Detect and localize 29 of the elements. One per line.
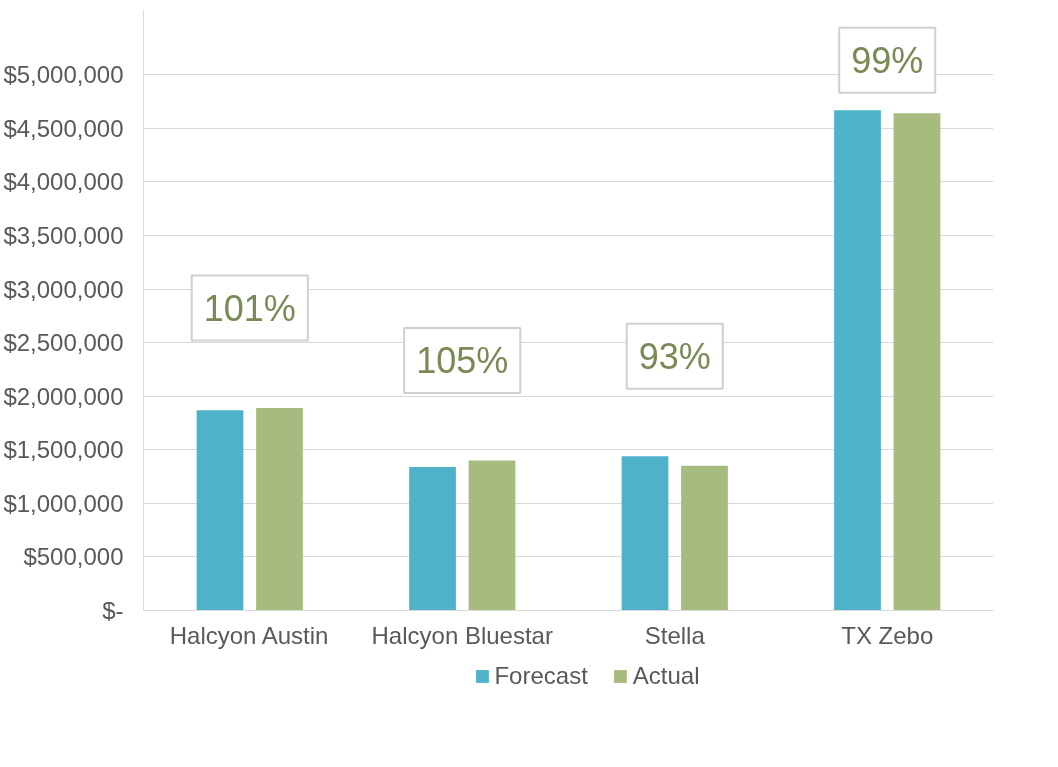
x-tick-label: Halcyon Austin	[169, 621, 329, 649]
y-tick-label: $3,000,000	[3, 275, 124, 303]
bar	[681, 465, 728, 611]
legend-label: Actual	[632, 662, 700, 690]
x-tick-label: TX Zebo	[841, 621, 934, 649]
annotation: 93%	[638, 335, 711, 377]
y-tick-label: $4,000,000	[3, 168, 124, 196]
x-tick-label: Stella	[644, 621, 706, 649]
y-tick-label: $2,000,000	[3, 382, 124, 410]
annotation: 99%	[851, 39, 924, 81]
annotation: 105%	[416, 340, 509, 381]
bar	[409, 466, 456, 611]
y-tick-label: $5,000,000	[3, 61, 124, 89]
bar	[468, 460, 516, 611]
x-tick-label: Halcyon Bluestar	[371, 621, 553, 649]
y-tick-label: $2,500,000	[3, 329, 124, 357]
legend-label: Forecast	[494, 662, 588, 690]
bar	[621, 456, 669, 611]
bar	[196, 410, 244, 611]
y-tick-label: $1,500,000	[3, 436, 124, 464]
y-tick-label: $500,000	[23, 543, 124, 571]
y-tick-label: $3,500,000	[3, 222, 124, 249]
y-tick-label: $-	[102, 597, 124, 624]
y-tick-label: $4,500,000	[3, 114, 124, 142]
bar	[256, 408, 303, 611]
y-tick-label: $1,000,000	[3, 489, 124, 517]
annotation: 101%	[203, 287, 296, 329]
bar	[834, 110, 881, 611]
bar	[893, 113, 941, 611]
